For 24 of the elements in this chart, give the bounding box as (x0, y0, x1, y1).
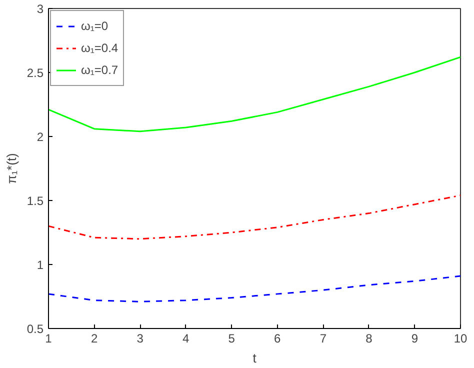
x-tick-label: 7 (320, 332, 327, 346)
x-axis-title: t (252, 350, 257, 366)
x-tick-label: 8 (366, 332, 373, 346)
legend-label: ω₁=0 (81, 19, 108, 33)
x-tick-label: 3 (136, 332, 144, 346)
x-tick-label: 4 (182, 332, 190, 346)
y-tick-label: 1.5 (26, 194, 44, 208)
line-series (48, 194, 460, 240)
line-series (48, 56, 460, 132)
x-tick-label: 10 (454, 332, 468, 346)
x-tick-label: 9 (411, 332, 418, 346)
x-tick-label: 1 (45, 332, 52, 346)
y-tick-label: 1 (36, 258, 44, 272)
y-tick-label: 3 (36, 2, 44, 16)
y-tick-label: 0.5 (26, 322, 44, 336)
x-tick-label: 6 (274, 332, 282, 346)
line-series (48, 275, 460, 302)
y-axis-title: π₁*(t) (4, 153, 19, 184)
legend-label: ω₁=0.7 (81, 63, 118, 77)
legend-label: ω₁=0.4 (81, 41, 118, 55)
x-tick-label: 2 (90, 332, 98, 346)
x-tick-label: 5 (228, 332, 236, 346)
y-tick-label: 2.5 (26, 66, 44, 80)
y-tick-label: 2 (36, 130, 44, 144)
